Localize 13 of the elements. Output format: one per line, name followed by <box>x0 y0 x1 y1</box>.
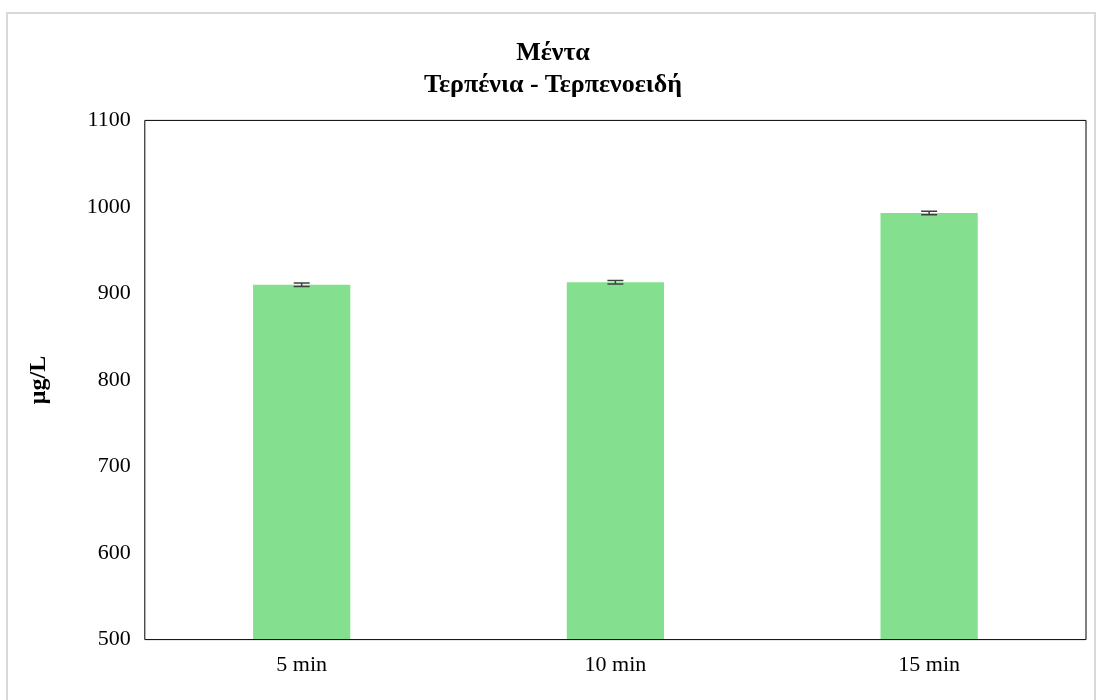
text: Τερπένια - Τερπενοειδή <box>423 68 683 98</box>
y-tick-label: 1100 <box>87 106 131 132</box>
y-tick-label: 700 <box>97 452 131 478</box>
x-tick-label: 15 min <box>898 650 960 676</box>
y-tick-label: 900 <box>97 279 131 305</box>
y-tick-label: 600 <box>97 538 131 564</box>
y-tick-label: 500 <box>97 625 131 651</box>
x-tick-label: 5 min <box>276 650 328 676</box>
text: Μέντα <box>516 37 590 67</box>
y-tick-label: 800 <box>97 365 131 391</box>
y-axis-title: μg/L <box>23 355 50 405</box>
y-tick-label: 1000 <box>86 192 131 218</box>
x-tick-label: 10 min <box>584 650 647 676</box>
